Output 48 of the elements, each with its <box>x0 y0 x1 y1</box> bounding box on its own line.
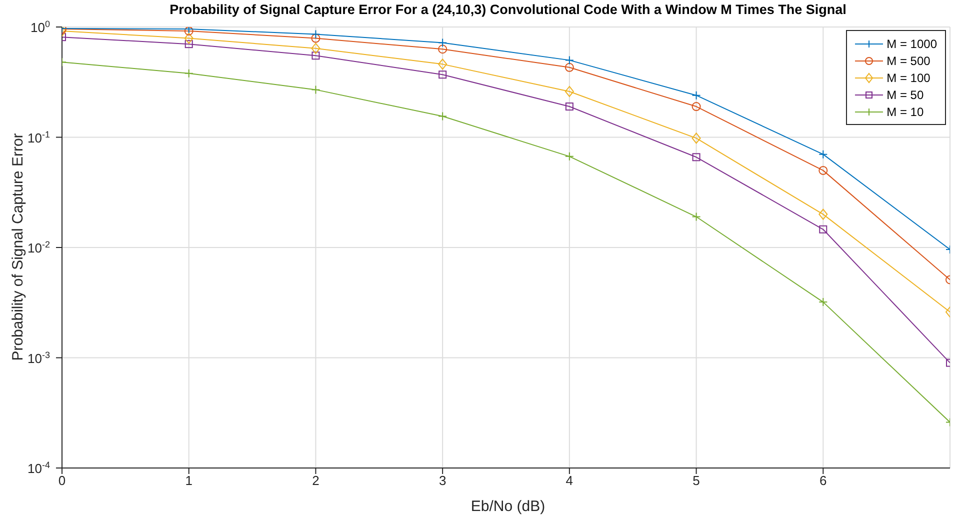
legend-label: M = 10 <box>886 104 924 118</box>
point <box>438 112 448 121</box>
y-tick-label: 10$^{-4}$ <box>28 460 50 476</box>
point <box>692 153 700 162</box>
point <box>438 58 448 70</box>
point <box>184 40 193 48</box>
point <box>438 44 448 54</box>
x-tick-label: 1 <box>185 473 192 488</box>
point <box>564 152 574 161</box>
point <box>818 166 828 175</box>
point <box>564 62 574 72</box>
point <box>564 86 574 97</box>
point <box>818 298 828 307</box>
point <box>311 42 320 54</box>
chart-title: Probability of Signal Capture Error For a (24,10,3) Convolutional Code With a Window M Times The Signal <box>168 2 848 17</box>
point <box>692 90 701 100</box>
y-tick-label: 10$^{0}$ <box>30 19 50 35</box>
point <box>692 212 701 222</box>
legend-label: M = 1000 <box>886 36 937 50</box>
y-tick-label: 10$^{-1}$ <box>28 129 50 146</box>
x-tick-label: 5 <box>692 473 700 488</box>
legend-label: M = 100 <box>886 70 930 84</box>
x-axis-title: Eb/No (dB) <box>470 498 546 515</box>
x-tick-label: 3 <box>438 473 446 488</box>
point <box>184 32 194 44</box>
x-tick-label: 2 <box>312 473 320 488</box>
y-tick-label: 10$^{-3}$ <box>28 350 50 366</box>
point <box>818 150 828 159</box>
point <box>311 30 320 39</box>
point <box>438 70 447 79</box>
point <box>818 208 828 220</box>
x-tick-label: 4 <box>566 473 574 488</box>
point <box>438 38 448 48</box>
legend-label: M = 50 <box>886 88 924 102</box>
point <box>312 52 320 60</box>
point <box>564 56 574 65</box>
y-tick-label: 10$^{-2}$ <box>28 240 50 256</box>
point <box>692 132 701 144</box>
point <box>819 225 828 234</box>
y-axis-title: Probability of Signal Capture Error <box>10 133 26 361</box>
point <box>311 85 320 94</box>
point <box>311 34 320 43</box>
x-tick-label: 6 <box>820 473 827 488</box>
point <box>184 68 194 78</box>
point <box>565 102 574 111</box>
x-tick-label: 0 <box>58 473 66 488</box>
legend-label: M = 500 <box>886 54 930 68</box>
point <box>692 102 701 112</box>
